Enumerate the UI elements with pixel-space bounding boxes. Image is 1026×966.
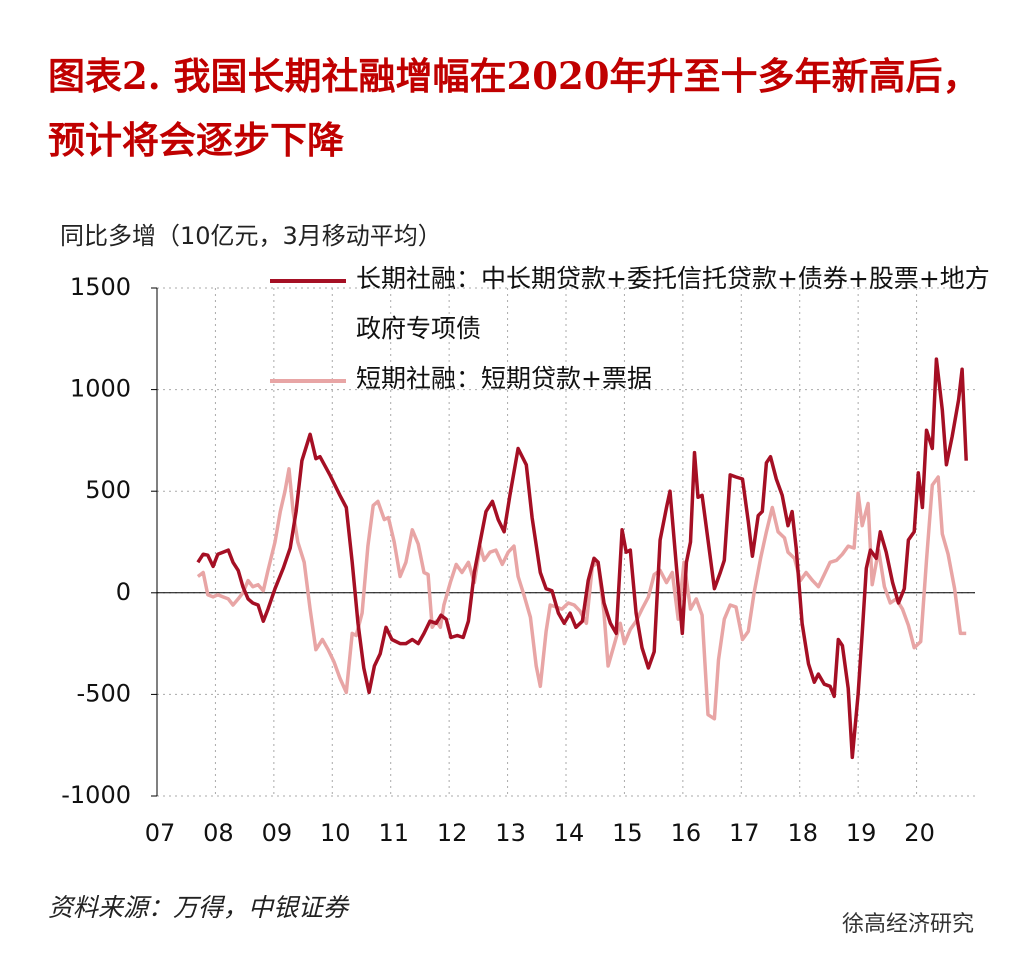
x-tick-label: 18 [787, 819, 818, 847]
y-tick-label: 0 [116, 578, 131, 606]
x-tick-label: 10 [320, 819, 351, 847]
legend-entry: 长期社融：中长期贷款+委托信托贷款+债券+股票+地方政府专项债 [270, 262, 1000, 354]
x-tick-label: 14 [554, 819, 585, 847]
x-tick-label: 07 [145, 819, 176, 847]
x-tick-label: 08 [203, 819, 234, 847]
y-tick-label: 500 [85, 476, 131, 504]
y-tick-label: 1000 [70, 375, 131, 403]
x-tick-label: 13 [495, 819, 526, 847]
series-line [196, 467, 967, 721]
x-tick-label: 09 [262, 819, 293, 847]
x-tick-label: 12 [437, 819, 468, 847]
legend-entry: 短期社融：短期贷款+票据 [270, 362, 1000, 404]
x-tick-label: 16 [671, 819, 702, 847]
x-tick-label: 20 [904, 819, 935, 847]
legend-label: 短期社融：短期贷款+票据 [356, 364, 652, 393]
x-tick-label: 19 [846, 819, 877, 847]
x-tick-label: 17 [729, 819, 760, 847]
source-note: 资料来源：万得，中银证券 [48, 893, 349, 922]
x-tick-label: 11 [378, 819, 409, 847]
chart-title: 图表2. 我国长期社融增幅在2020年升至十多年新高后，预计将会逐步下降 [48, 54, 980, 162]
y-tick-label: -500 [77, 679, 131, 707]
legend-label: 长期社融：中长期贷款+委托信托贷款+债券+股票+地方政府专项债 [356, 264, 990, 343]
y-axis-label: 同比多增（10亿元，3月移动平均） [60, 222, 442, 250]
watermark: 徐高经济研究 [842, 912, 975, 937]
legend-swatch [270, 279, 346, 283]
series-line [196, 357, 968, 760]
y-tick-label: 1500 [70, 273, 131, 301]
x-tick-label: 15 [612, 819, 643, 847]
y-tick-label: -1000 [61, 781, 131, 809]
legend-swatch [270, 379, 346, 383]
